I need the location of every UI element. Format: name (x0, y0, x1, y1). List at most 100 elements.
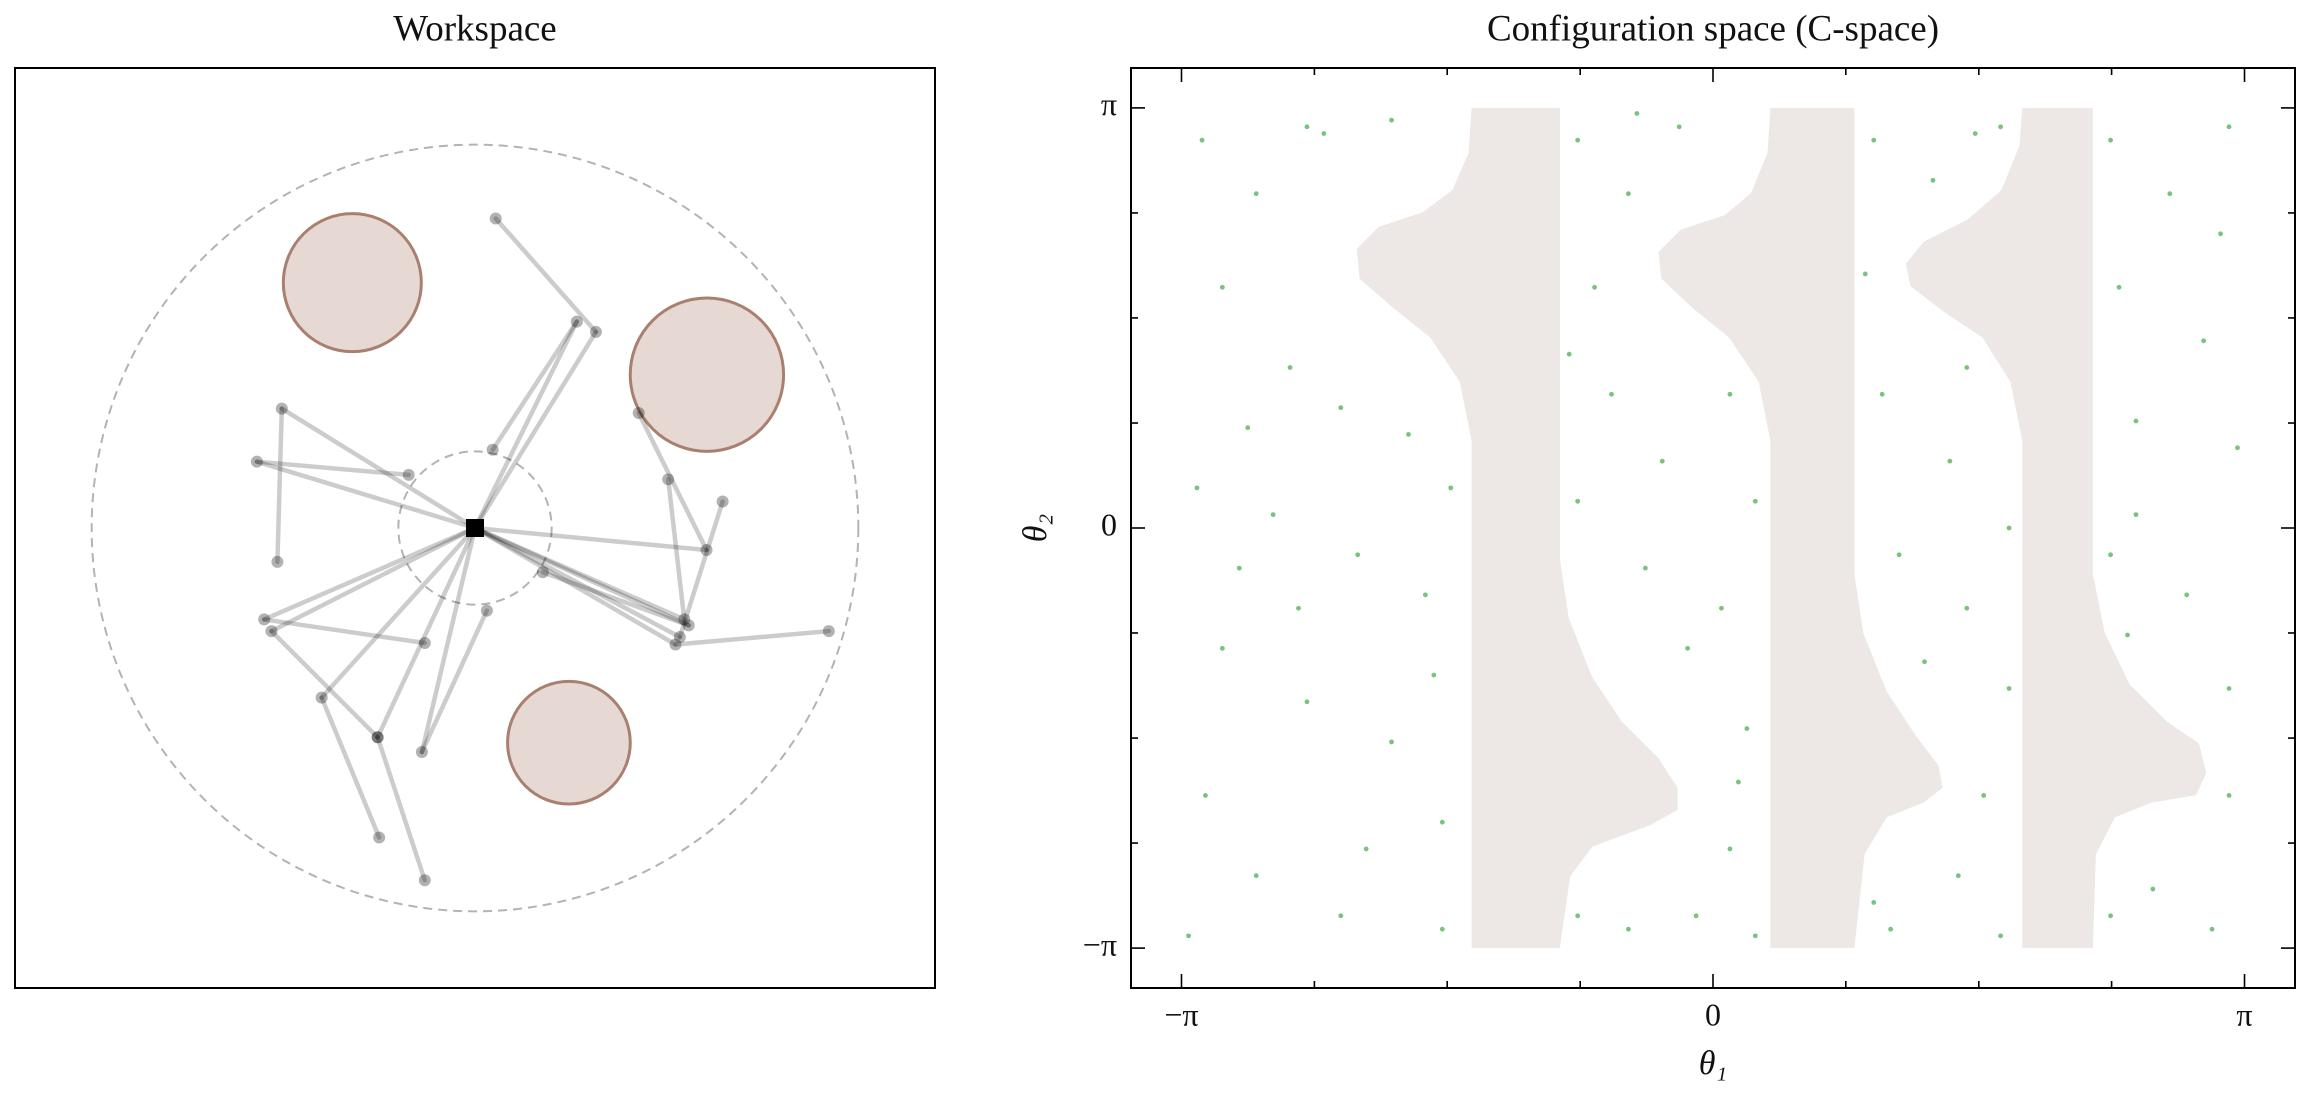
workspace-panel: Workspace (14, 8, 936, 989)
obstacle (628, 296, 786, 453)
cspace-panel: Configuration space (C-space) −π 0 π −π 0 π θ₁ θ… (1017, 8, 2296, 1082)
free-sample (2006, 525, 2012, 531)
free-sample (1896, 552, 1902, 558)
end-effector (373, 831, 386, 844)
arm-link-2 (319, 695, 382, 840)
free-sample (1439, 819, 1445, 825)
free-sample (1287, 365, 1293, 370)
y-tick-label: π (1101, 86, 1117, 122)
free-sample (2150, 886, 2156, 892)
free-sample (1964, 605, 1970, 611)
free-sample (2184, 592, 2190, 598)
end-effector (486, 443, 499, 456)
arm-link-1 (375, 525, 478, 740)
free-sample (1270, 512, 1276, 518)
x-tick-label: π (2236, 996, 2252, 1032)
arm-link-2 (375, 735, 428, 883)
elbow-joint (678, 613, 691, 626)
free-sample (1752, 498, 1758, 504)
free-sample (2167, 191, 2173, 197)
free-sample (1389, 117, 1394, 123)
panel-title: Configuration space (C-space) (1487, 8, 1939, 49)
free-sample (1676, 124, 1682, 130)
free-sample (1592, 284, 1597, 290)
reach-inner (397, 450, 553, 606)
free-sample (1219, 645, 1225, 651)
end-effector (271, 555, 284, 568)
elbow-joint (250, 455, 263, 468)
elbow-joint (315, 691, 328, 704)
free-sample (1626, 191, 1631, 197)
end-effector (418, 637, 431, 649)
end-effector (716, 495, 729, 508)
arm-link-1 (419, 525, 478, 755)
arm-link-1 (261, 525, 478, 622)
free-sample (1871, 137, 1877, 143)
arm-link-2 (275, 406, 285, 565)
free-sample (1735, 779, 1741, 785)
free-sample (1998, 933, 2004, 939)
free-sample (1964, 365, 1970, 370)
end-effector (822, 625, 835, 638)
free-sample (1659, 458, 1665, 464)
free-sample (1338, 405, 1344, 411)
elbow-joint (265, 625, 278, 638)
free-sample (2108, 552, 2113, 558)
y-tick-label: 0 (1101, 506, 1117, 542)
free-sample (1186, 933, 1191, 939)
free-sample (1744, 726, 1750, 731)
free-sample (1566, 351, 1572, 357)
free-sample (1693, 913, 1699, 919)
arm-link-2 (493, 216, 599, 335)
free-sample (1727, 391, 1733, 397)
free-sample (1752, 933, 1758, 939)
free-sample (1253, 873, 1259, 879)
free-sample (2226, 686, 2232, 691)
elbow-joint (669, 638, 682, 651)
free-sample (1422, 592, 1428, 598)
end-effector (418, 874, 431, 887)
c-obstacle-region (1658, 108, 1943, 948)
arm-link-1 (269, 525, 478, 634)
free-sample (1609, 391, 1614, 397)
x-tick-label: 0 (1705, 996, 1721, 1032)
arm-link-2 (665, 477, 687, 622)
free-sample (1236, 565, 1242, 571)
panel-title: Workspace (393, 8, 556, 49)
arm-link-1 (254, 459, 478, 531)
free-sample (2125, 632, 2130, 638)
elbow-joint (700, 544, 713, 557)
reach-outer (90, 143, 860, 913)
free-sample (1575, 137, 1581, 143)
free-sample (2218, 231, 2223, 237)
free-sample (2108, 913, 2113, 919)
arm-link-2 (490, 319, 580, 453)
free-sample (2006, 686, 2012, 691)
arm-link-2 (540, 570, 691, 628)
end-effector (662, 473, 675, 486)
free-sample (1203, 793, 1208, 798)
free-sample (2201, 338, 2207, 344)
y-axis-label: θ₂ (1017, 514, 1054, 543)
free-sample (1998, 124, 2004, 130)
elbow-joint (673, 631, 686, 644)
c-obstacle-region (1905, 108, 2207, 948)
free-sample (2116, 284, 2122, 290)
obstacle (506, 679, 632, 806)
x-tick-label: −π (1164, 996, 1198, 1032)
arm-link-2 (261, 617, 428, 646)
arm-link-2 (254, 459, 411, 478)
arm-link-2 (673, 628, 832, 647)
arm-link-2 (677, 499, 725, 640)
end-effector (632, 407, 645, 419)
end-effector (480, 604, 493, 617)
free-sample (1448, 485, 1454, 491)
elbow-joint (589, 325, 602, 338)
free-sample (1955, 873, 1961, 879)
elbow-joint (258, 613, 271, 626)
end-effector (489, 212, 502, 225)
free-sample (2133, 512, 2139, 518)
arm-link-1 (472, 319, 580, 531)
arm-link-2 (269, 628, 380, 740)
free-sample (1219, 284, 1225, 290)
